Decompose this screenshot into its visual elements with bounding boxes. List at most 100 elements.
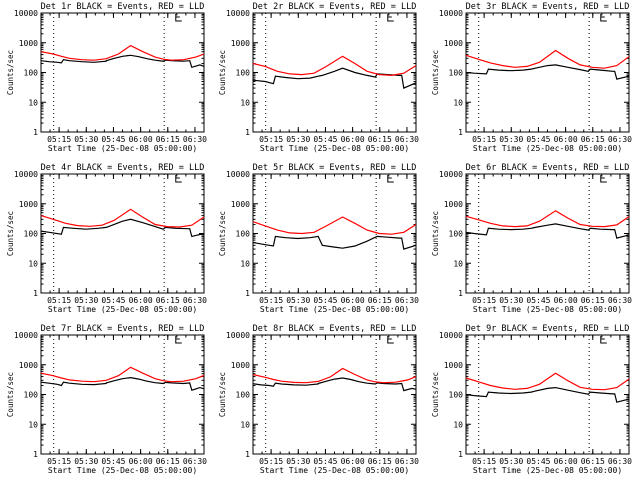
x-tick-label: 06:00 bbox=[341, 457, 365, 466]
y-tick-label: 10 bbox=[240, 98, 250, 107]
plot-frame bbox=[252, 173, 417, 294]
x-axis-label: Start Time (25-Dec-08 05:00:00) bbox=[473, 305, 622, 314]
y-tick-label: 1000 bbox=[231, 361, 250, 370]
plot-frame bbox=[465, 12, 630, 133]
lld-series-line bbox=[40, 366, 205, 383]
y-tick-label: 1000 bbox=[444, 361, 463, 370]
y-tick-label: 1 bbox=[33, 128, 38, 137]
x-tick-label: 05:45 bbox=[526, 457, 550, 466]
y-tick-label: 1000 bbox=[19, 39, 38, 48]
panel-title: Det 8r BLACK = Events, RED = LLD bbox=[253, 324, 417, 334]
events-series-line bbox=[465, 64, 630, 80]
marker-glyph-icon bbox=[387, 14, 394, 22]
x-tick-label: 05:15 bbox=[472, 296, 496, 305]
y-tick-label: 1 bbox=[33, 450, 38, 459]
y-tick-label: 100 bbox=[449, 391, 464, 400]
y-tick-label: 10 bbox=[28, 98, 38, 107]
y-tick-label: 10 bbox=[453, 259, 463, 268]
y-tick-label: 1000 bbox=[231, 39, 250, 48]
y-tick-label: 100 bbox=[236, 230, 251, 239]
y-tick-label: 1 bbox=[458, 128, 463, 137]
x-axis-label: Start Time (25-Dec-08 05:00:00) bbox=[473, 144, 622, 153]
plot-frame bbox=[40, 173, 205, 294]
x-tick-label: 05:30 bbox=[286, 135, 310, 144]
x-tick-label: 05:30 bbox=[286, 457, 310, 466]
x-tick-label: 05:45 bbox=[313, 457, 337, 466]
marker-glyph-icon bbox=[600, 336, 607, 344]
y-tick-label: 10000 bbox=[14, 9, 38, 18]
y-tick-label: 100 bbox=[449, 230, 464, 239]
lld-series-line bbox=[40, 44, 205, 61]
x-tick-label: 06:30 bbox=[183, 135, 207, 144]
y-tick-label: 10 bbox=[28, 259, 38, 268]
marker-glyph-icon bbox=[387, 336, 394, 344]
panel-title: Det 1r BLACK = Events, RED = LLD bbox=[41, 2, 205, 12]
y-tick-label: 10000 bbox=[14, 170, 38, 179]
x-tick-label: 06:30 bbox=[395, 296, 419, 305]
detector-panel-3: Det 3r BLACK = Events, RED = LLD 1 10 100 10… bbox=[431, 2, 632, 153]
x-tick-label: 05:45 bbox=[313, 296, 337, 305]
y-tick-label: 1000 bbox=[444, 39, 463, 48]
plot-frame bbox=[465, 173, 630, 294]
y-axis-label: Counts/sec bbox=[6, 50, 15, 95]
x-tick-label: 06:15 bbox=[156, 457, 180, 466]
x-tick-label: 05:30 bbox=[499, 296, 523, 305]
x-tick-label: 06:00 bbox=[554, 457, 578, 466]
x-tick-label: 06:00 bbox=[129, 457, 153, 466]
x-tick-label: 05:30 bbox=[499, 457, 523, 466]
x-tick-label: 05:45 bbox=[101, 296, 125, 305]
events-series-line bbox=[465, 386, 630, 403]
x-axis-label: Start Time (25-Dec-08 05:00:00) bbox=[260, 305, 409, 314]
panel-title: Det 7r BLACK = Events, RED = LLD bbox=[41, 324, 205, 334]
x-tick-label: 05:15 bbox=[47, 457, 71, 466]
x-tick-label: 05:45 bbox=[313, 135, 337, 144]
y-tick-label: 10 bbox=[240, 259, 250, 268]
events-series-line bbox=[252, 377, 417, 392]
marker-glyph-icon bbox=[387, 175, 394, 183]
y-tick-label: 100 bbox=[449, 69, 464, 78]
panel-title: Det 3r BLACK = Events, RED = LLD bbox=[466, 2, 630, 12]
x-tick-label: 05:30 bbox=[74, 135, 98, 144]
x-tick-label: 06:00 bbox=[129, 135, 153, 144]
x-tick-label: 06:15 bbox=[368, 296, 392, 305]
plot-frame bbox=[40, 334, 205, 455]
x-tick-label: 06:00 bbox=[554, 135, 578, 144]
marker-glyph-icon bbox=[600, 175, 607, 183]
x-tick-label: 05:15 bbox=[259, 135, 283, 144]
x-tick-label: 06:30 bbox=[608, 296, 632, 305]
x-tick-label: 06:15 bbox=[156, 296, 180, 305]
y-tick-label: 10 bbox=[453, 420, 463, 429]
y-tick-label: 100 bbox=[24, 391, 39, 400]
x-tick-label: 05:30 bbox=[286, 296, 310, 305]
y-tick-label: 1 bbox=[458, 289, 463, 298]
marker-glyph-icon bbox=[175, 336, 182, 344]
y-tick-label: 1000 bbox=[231, 200, 250, 209]
x-axis-label: Start Time (25-Dec-08 05:00:00) bbox=[48, 305, 197, 314]
panel-title: Det 5r BLACK = Events, RED = LLD bbox=[253, 163, 417, 173]
y-tick-label: 1000 bbox=[19, 200, 38, 209]
plot-frame bbox=[40, 12, 205, 133]
plot-frame bbox=[252, 12, 417, 133]
events-series-line bbox=[252, 235, 417, 250]
plot-frame bbox=[252, 334, 417, 455]
events-series-line bbox=[465, 223, 630, 239]
lld-series-line bbox=[252, 55, 417, 77]
x-tick-label: 05:45 bbox=[526, 296, 550, 305]
x-tick-label: 06:00 bbox=[341, 135, 365, 144]
lld-series-line bbox=[40, 208, 205, 228]
marker-glyph-icon bbox=[600, 14, 607, 22]
y-tick-label: 10 bbox=[28, 420, 38, 429]
detector-panel-8: Det 8r BLACK = Events, RED = LLD 1 10 100 10… bbox=[218, 324, 419, 475]
x-tick-label: 05:15 bbox=[259, 457, 283, 466]
x-tick-label: 05:15 bbox=[47, 296, 71, 305]
detector-panel-9: Det 9r BLACK = Events, RED = LLD 1 10 100 10… bbox=[431, 324, 632, 475]
y-tick-label: 1 bbox=[458, 450, 463, 459]
y-axis-label: Counts/sec bbox=[431, 50, 440, 95]
y-tick-label: 1 bbox=[245, 289, 250, 298]
x-tick-label: 06:00 bbox=[341, 296, 365, 305]
y-tick-label: 10000 bbox=[439, 331, 463, 340]
y-axis-label: Counts/sec bbox=[218, 372, 227, 417]
detector-panel-4: Det 4r BLACK = Events, RED = LLD 1 10 100 10… bbox=[6, 163, 207, 314]
x-tick-label: 05:30 bbox=[74, 457, 98, 466]
